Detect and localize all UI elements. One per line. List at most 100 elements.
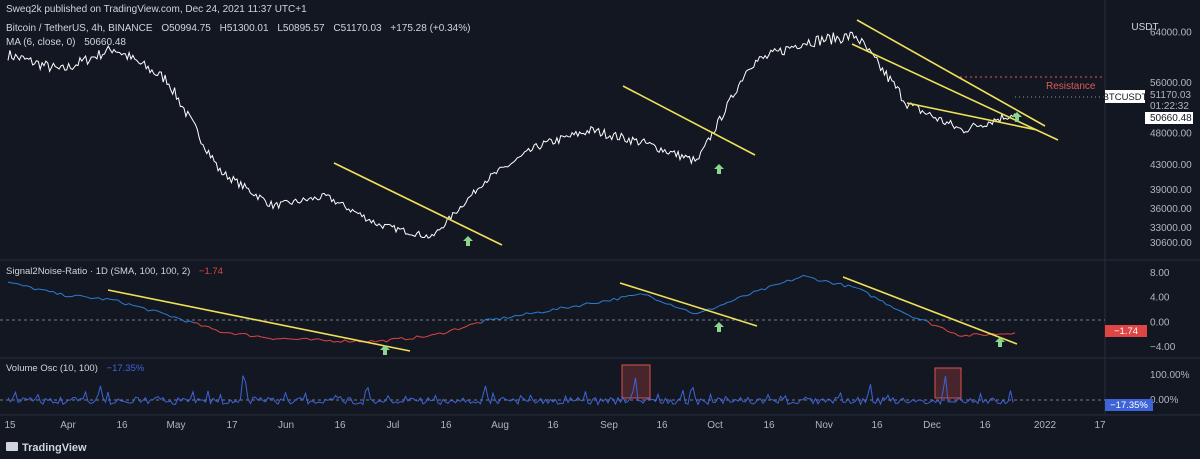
snr-segment (390, 337, 395, 340)
snr-segment (552, 308, 558, 311)
snr-segment (715, 305, 720, 309)
snr-segment (658, 300, 664, 303)
snr-segment (814, 277, 819, 282)
snr-segment (480, 319, 486, 324)
snr-segment (738, 295, 743, 298)
snr-segment (30, 286, 35, 291)
snr-segment (91, 297, 96, 300)
snr-segment (185, 320, 190, 323)
snr-segment (329, 339, 334, 343)
snr-segment (518, 314, 524, 317)
snr-segment (435, 332, 440, 335)
trendline-5 (906, 102, 1038, 131)
trendline-2 (622, 85, 756, 156)
vol-highlight-box (934, 367, 962, 399)
snr-segment (655, 299, 660, 302)
trendline-1 (333, 162, 503, 246)
snr-segment (412, 335, 418, 340)
symbol-line: Bitcoin / TetherUS, 4h, BINANCE O50994.7… (6, 23, 470, 34)
snr-segment (265, 337, 270, 339)
snr-segment (961, 334, 966, 337)
vol-value: −17.35% (107, 363, 145, 374)
snr-axis: 8.00 4.00 0.00 −4.00 (1150, 268, 1176, 353)
time-axis: 15 Apr 16 May 17 Jun 16 Jul 16 Aug 16 Sep 16 Oct 16 Nov… (4, 420, 1106, 431)
snr-segment (257, 335, 262, 338)
snr-trendline-1 (107, 289, 411, 352)
snr-segment (677, 307, 683, 310)
snr-segment (322, 339, 327, 342)
price-tick-label: 64000.00 (1150, 28, 1192, 39)
snr-segment (522, 312, 527, 316)
snr-segment (859, 288, 864, 291)
time-tick-label: Dec (923, 420, 941, 431)
snr-arrow-icons (380, 322, 1005, 355)
snr-segment (458, 327, 463, 331)
snr-segment (886, 304, 891, 306)
snr-segment (1011, 332, 1016, 335)
snr-segment (568, 306, 573, 309)
snr-segment (254, 335, 258, 337)
snr-value: −1.74 (199, 266, 223, 277)
snr-segment (624, 295, 630, 298)
snr-segment (405, 338, 410, 341)
snr-segment (261, 336, 266, 339)
snr-segment (496, 318, 501, 321)
time-tick-label: 16 (763, 420, 775, 431)
time-tick-label: May (167, 420, 186, 431)
price-axis: 64000.00 56000.00 48000.00 43000.00 39000.00… (1150, 28, 1192, 250)
snr-segment (935, 325, 940, 328)
tradingview-icon (6, 442, 18, 451)
snr-segment (651, 296, 656, 301)
snr-segment (310, 338, 315, 341)
snr-segment (511, 315, 516, 318)
snr-segment (798, 274, 804, 279)
snr-segment (587, 302, 592, 304)
snr-trendline-2 (619, 282, 758, 327)
snr-segment (215, 329, 221, 333)
snr-segment (772, 284, 777, 286)
time-tick-label: 16 (547, 420, 559, 431)
snr-segment (791, 278, 796, 282)
snr-segment (110, 298, 115, 301)
time-tick-label: 2022 (1034, 420, 1057, 431)
snr-segment (57, 292, 62, 295)
time-tick-label: Sep (600, 420, 618, 431)
time-tick-label: 16 (979, 420, 991, 431)
snr-segment (166, 314, 172, 318)
snr-segment (181, 319, 187, 323)
price-line (7, 31, 1016, 239)
snr-segment (15, 282, 20, 285)
snr-segment (534, 311, 539, 314)
snr-segment (344, 339, 349, 343)
snr-segment (469, 323, 474, 325)
snr-segment (980, 334, 985, 337)
ma-price-label: 50660.48 (1150, 113, 1192, 124)
snr-segment (681, 308, 686, 310)
snr-segment (723, 301, 728, 305)
snr-segment (234, 333, 240, 336)
time-tick-label: 17 (1094, 420, 1106, 431)
snr-segment (503, 316, 508, 319)
snr-segment (730, 299, 736, 303)
snr-segment (128, 303, 134, 306)
snr-segment (272, 338, 277, 340)
snr-segment (132, 304, 137, 307)
snr-segment (499, 316, 505, 321)
snr-segment (852, 286, 857, 289)
snr-segment (696, 311, 701, 315)
price-tick-label: 43000.00 (1150, 160, 1192, 171)
snr-segment (7, 281, 12, 284)
snr-segment (579, 303, 584, 308)
arrow-icons (463, 112, 1022, 246)
snr-segment (159, 311, 164, 314)
price-tick-label: 33000.00 (1150, 223, 1192, 234)
snr-segment (897, 309, 902, 312)
snr-segment (916, 317, 921, 321)
snr-segment (806, 275, 811, 278)
snr-segment (34, 288, 39, 291)
snr-segment (923, 319, 929, 322)
snr-segment (537, 311, 542, 314)
time-tick-label: 17 (226, 420, 238, 431)
snr-segment (465, 323, 471, 328)
snr-segment (196, 322, 202, 327)
